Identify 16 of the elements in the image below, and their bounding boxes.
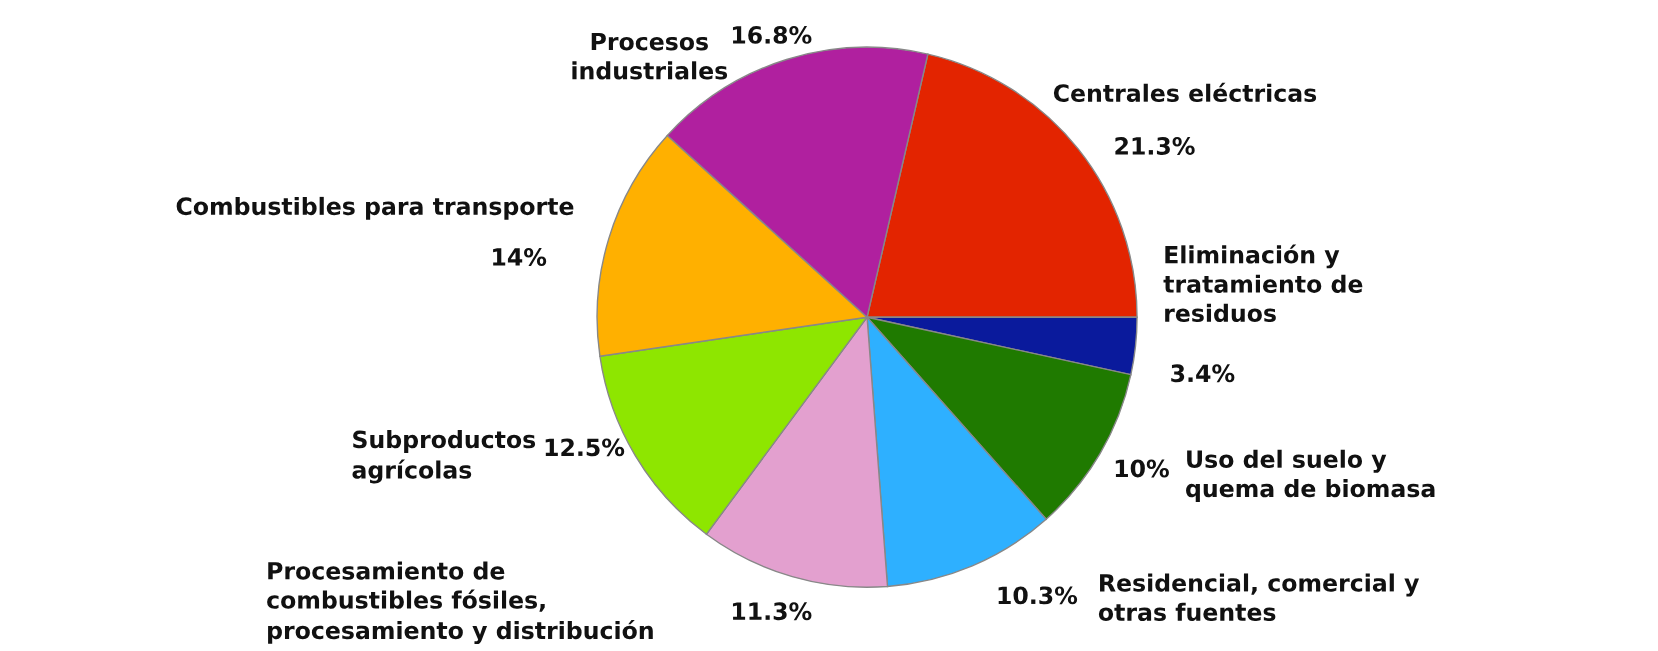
slice-label: Combustibles para transporte bbox=[176, 196, 574, 220]
slice-label: Uso del suelo y quema de biomasa bbox=[1186, 449, 1435, 502]
data-label: 12.5% bbox=[545, 438, 625, 457]
data-label: 14% bbox=[493, 248, 547, 266]
slice-label: Centrales eléctricas bbox=[1053, 82, 1317, 103]
slice-label: Eliminación y tratamiento de residuos bbox=[1163, 244, 1363, 323]
data-label: 10% bbox=[1115, 459, 1169, 478]
slice-label: Procesos industriales bbox=[572, 32, 728, 80]
data-label: 11.3% bbox=[732, 602, 812, 621]
slice-label: Residencial, comercial y otras fuentes bbox=[1098, 573, 1420, 622]
slice-label: Subproductos agrícolas bbox=[352, 430, 536, 484]
slice-label: Procesamiento de combustibles fósiles, procesamiento y distribución bbox=[267, 561, 653, 644]
data-label: 3.4% bbox=[1171, 364, 1235, 383]
data-label: 10.3% bbox=[998, 586, 1078, 605]
data-label: 16.8% bbox=[732, 26, 812, 44]
data-label: 21.3% bbox=[1115, 137, 1195, 155]
